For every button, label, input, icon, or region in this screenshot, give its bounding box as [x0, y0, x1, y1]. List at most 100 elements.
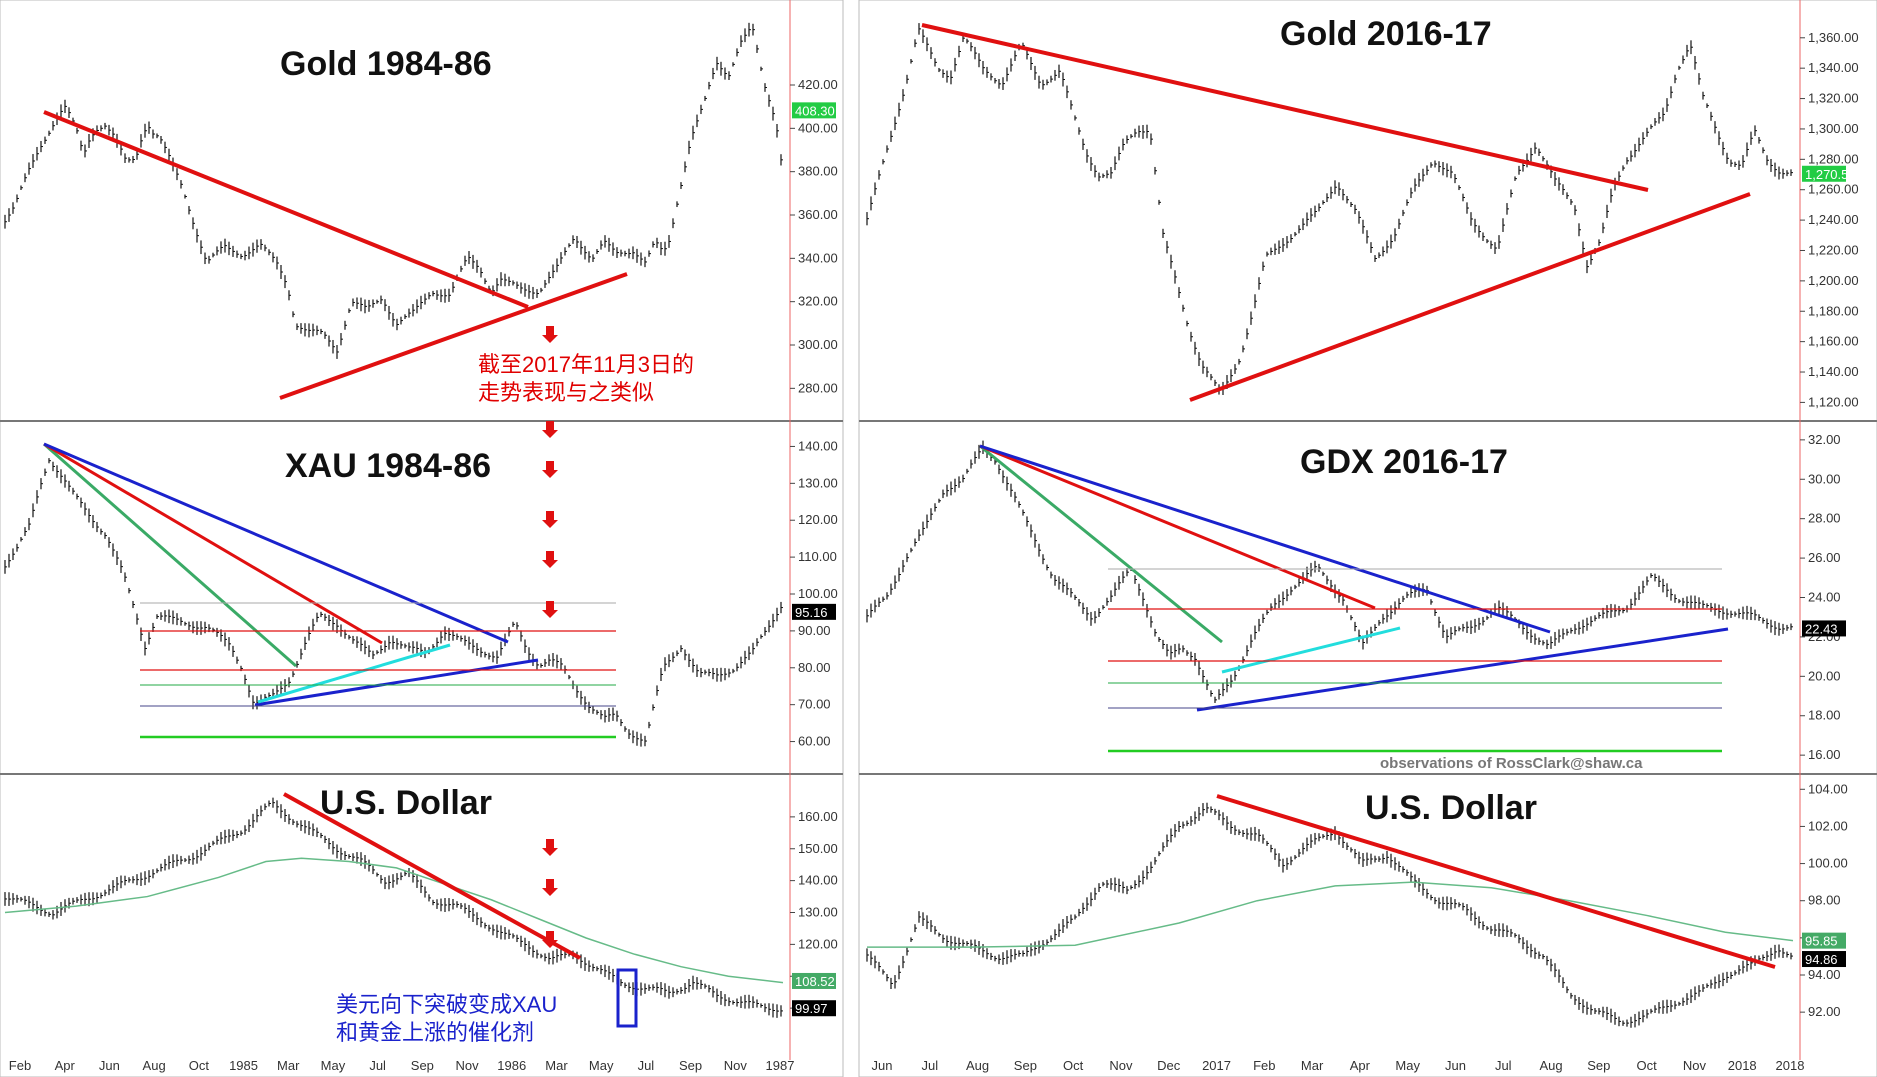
x-tick-label: Oct: [1063, 1058, 1084, 1073]
chart-title-gold-1984: Gold 1984-86: [280, 45, 492, 83]
moving-average-line: [4, 857, 784, 984]
x-tick-label: Apr: [55, 1058, 76, 1073]
last-value-badge: [792, 603, 836, 620]
down-arrow-marker: [542, 931, 558, 948]
y-tick-label: 90.00: [798, 623, 831, 638]
down-arrow-marker: [542, 461, 558, 478]
x-tick-label: Sep: [1587, 1058, 1610, 1073]
last-value-badge: [1802, 620, 1846, 637]
last-value-label: 408.30: [795, 103, 835, 118]
last-value-label: 94.86: [1805, 952, 1838, 967]
last-value-label: 95.16: [795, 605, 828, 620]
chart-title-gdx-2016: GDX 2016-17: [1300, 443, 1508, 481]
x-tick-label: 2018: [1728, 1058, 1757, 1073]
y-tick-label: 320.00: [798, 294, 838, 309]
ma-value-label: 95.85: [1805, 934, 1838, 949]
x-tick-label: Feb: [1253, 1058, 1275, 1073]
x-tick-label: Mar: [277, 1058, 300, 1073]
annotation-cn-usd: 美元向下突破变成XAU 和黄金上涨的催化剂: [336, 992, 557, 1045]
ma-value-badge: [792, 972, 836, 989]
source-note: observations of RossClark@shaw.ca: [1380, 755, 1643, 772]
x-tick-label: 2017: [1202, 1058, 1231, 1073]
down-arrow-marker: [542, 551, 558, 568]
trendline-usd-1984: [283, 792, 638, 1028]
y-tick-label: 60.00: [798, 734, 831, 749]
y-tick-label: 30.00: [1808, 471, 1841, 486]
y-tick-label: 380.00: [798, 164, 838, 179]
x-tick-label: 1985: [229, 1058, 258, 1073]
x-tick-label: Jun: [872, 1058, 893, 1073]
chart-title-usd-1984: U.S. Dollar: [320, 784, 492, 822]
x-tick-label: 2018: [1776, 1058, 1805, 1073]
chart-title-xau-1984: XAU 1984-86: [285, 447, 491, 485]
x-tick-label: Dec: [1157, 1058, 1181, 1073]
x-tick-label: Jun: [1445, 1058, 1466, 1073]
red-down-arrows: [542, 326, 558, 948]
trendlines-gdx-2016: [979, 444, 1729, 753]
y-tick-label: 1,140.00: [1808, 364, 1859, 379]
last-value-label: 22.43: [1805, 621, 1838, 636]
y-tick-label: 100.00: [1808, 856, 1848, 871]
x-tick-label: Aug: [966, 1058, 989, 1073]
chart-title-usd-2016: U.S. Dollar: [1365, 789, 1537, 827]
trendline-usd-2016: [1216, 794, 1776, 969]
y-tick-label: 18.00: [1808, 708, 1841, 723]
x-tick-label: Apr: [1350, 1058, 1371, 1073]
y-tick-label: 1,240.00: [1808, 212, 1859, 227]
last-value-badge: [792, 1000, 836, 1017]
y-tick-label: 92.00: [1808, 1004, 1841, 1019]
y-tick-label: 20.00: [1808, 668, 1841, 683]
y-tick-label: 1,160.00: [1808, 334, 1859, 349]
y-tick-label: 100.00: [798, 586, 838, 601]
y-tick-label: 1,280.00: [1808, 151, 1859, 166]
y-tick-label: 160.00: [798, 809, 838, 824]
y-tick-label: 1,200.00: [1808, 273, 1859, 288]
down-arrow-marker: [542, 839, 558, 856]
moving-average-line: [867, 881, 1794, 948]
x-tick-label: Nov: [1109, 1058, 1133, 1073]
y-tick-label: 150.00: [798, 841, 838, 856]
x-tick-label: Jul: [369, 1058, 386, 1073]
x-tick-label: Jun: [99, 1058, 120, 1073]
x-tick-label: Jul: [1495, 1058, 1512, 1073]
x-tick-label: Jul: [638, 1058, 655, 1073]
x-tick-label: Nov: [455, 1058, 479, 1073]
x-tick-label: 1987: [766, 1058, 795, 1073]
last-value-badge: [1802, 951, 1846, 968]
y-tick-label: 280.00: [798, 380, 838, 395]
y-tick-label: 32.00: [1808, 432, 1841, 447]
ma-value-label: 108.52: [795, 974, 835, 989]
y-tick-label: 80.00: [798, 660, 831, 675]
x-tick-label: Mar: [545, 1058, 568, 1073]
y-tick-label: 1,320.00: [1808, 91, 1859, 106]
trendlines-gold-2016: [921, 23, 1751, 402]
y-tick-label: 130.00: [798, 475, 838, 490]
annotation-cn-gold: 截至2017年11月3日的走势表现与之类似: [478, 352, 694, 405]
y-tick-label: 140.00: [798, 873, 838, 888]
y-tick-label: 16.00: [1808, 747, 1841, 762]
y-tick-label: 400.00: [798, 120, 838, 135]
y-tick-label: 1,300.00: [1808, 121, 1859, 136]
x-tick-label: Sep: [679, 1058, 702, 1073]
x-tick-label: Jul: [921, 1058, 938, 1073]
x-tick-label: Oct: [189, 1058, 210, 1073]
y-tick-label: 70.00: [798, 697, 831, 712]
down-arrow-marker: [542, 511, 558, 528]
y-tick-label: 104.00: [1808, 781, 1848, 796]
y-tick-label: 1,220.00: [1808, 242, 1859, 257]
down-arrow-marker: [542, 601, 558, 618]
y-tick-label: 1,260.00: [1808, 182, 1859, 197]
x-tick-label: May: [1395, 1058, 1420, 1073]
last-value-badge: [792, 102, 836, 119]
y-tick-label: 102.00: [1808, 818, 1848, 833]
chart-title-gold-2016: Gold 2016-17: [1280, 15, 1492, 53]
y-tick-label: 420.00: [798, 77, 838, 92]
y-tick-label: 1,360.00: [1808, 30, 1859, 45]
down-arrow-marker: [542, 879, 558, 896]
down-arrow-marker: [542, 421, 558, 438]
trendlines-xau-1984: [43, 442, 616, 739]
y-tick-label: 1,180.00: [1808, 303, 1859, 318]
last-value-badge: [1802, 165, 1846, 182]
y-tick-label: 130.00: [798, 905, 838, 920]
